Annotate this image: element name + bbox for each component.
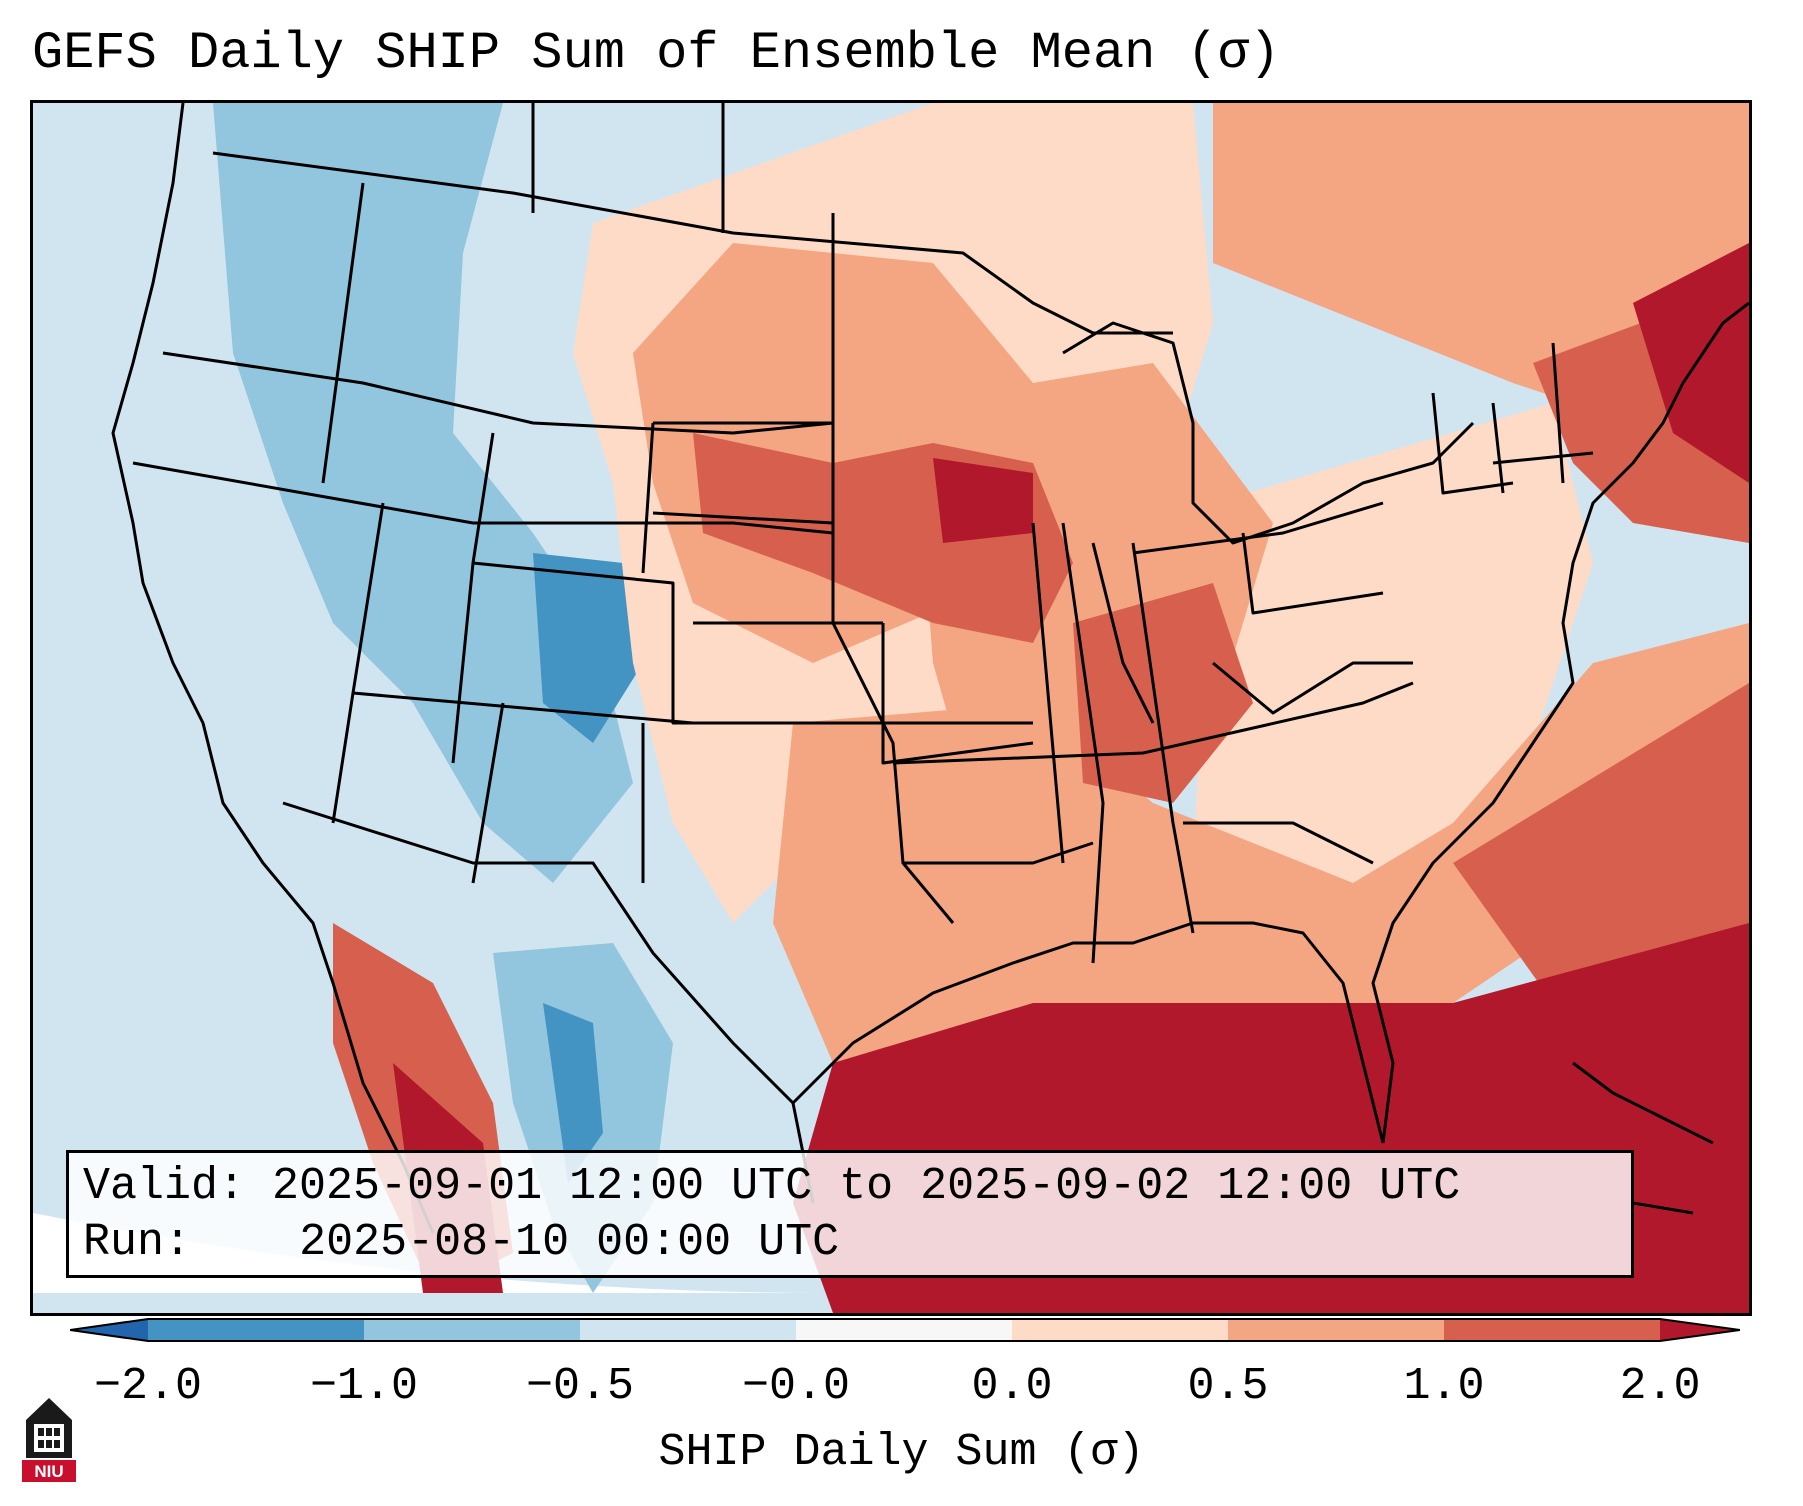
anomaly-region-deep-red-iowa xyxy=(933,458,1033,543)
state-line-19 xyxy=(903,841,1094,865)
map-borders xyxy=(111,103,1749,1234)
state-line-3 xyxy=(132,461,834,535)
great-lakes xyxy=(1062,321,1475,545)
valid-run-info-box: Valid: 2025-09-01 12:00 UTC to 2025-09-0… xyxy=(66,1150,1634,1278)
colorbar-bin-5 xyxy=(1012,1319,1228,1341)
colorbar-bin-7 xyxy=(1444,1319,1660,1341)
colorbar-bin-3 xyxy=(580,1319,796,1341)
state-line-7 xyxy=(352,691,694,725)
map-panel xyxy=(30,100,1752,1316)
coastline-gulf xyxy=(791,921,1385,1144)
anomaly-region-dark-red-atlantic xyxy=(1453,683,1749,1003)
state-line-20 xyxy=(1031,522,1065,864)
colorbar-tick-label: −0.0 xyxy=(741,1361,851,1412)
page-title: GEFS Daily SHIP Sum of Ensemble Mean (σ) xyxy=(32,24,1281,83)
anomaly-region-blue-core xyxy=(533,553,643,743)
niu-logo-icon: NIU xyxy=(22,1398,76,1482)
border-mexico xyxy=(282,801,815,1204)
colorbar-bin-1 xyxy=(148,1319,364,1341)
anomaly-field xyxy=(33,103,1749,1313)
run-label: Run: xyxy=(83,1217,192,1268)
colorbar-tick-label: −1.0 xyxy=(309,1361,419,1412)
state-line-27 xyxy=(1212,661,1413,715)
valid-value: 2025-09-01 12:00 UTC to 2025-09-02 12:00… xyxy=(272,1161,1461,1212)
caribbean-islands xyxy=(1572,1061,1714,1215)
map-canvas xyxy=(33,103,1749,1313)
state-line-15 xyxy=(652,511,834,525)
anomaly-region-blue-northwest xyxy=(213,103,633,883)
colorbar-bin-6 xyxy=(1228,1319,1444,1341)
colorbar-tick-label: 0.0 xyxy=(971,1361,1053,1412)
state-line-31 xyxy=(1492,451,1594,465)
state-line-21 xyxy=(1061,522,1105,964)
state-line-2 xyxy=(162,351,834,435)
state-line-23 xyxy=(1183,821,1374,865)
state-line-28 xyxy=(1431,392,1514,495)
state-line-10 xyxy=(641,422,655,574)
state-line-30 xyxy=(1551,342,1565,484)
run-line: Run: 2025-08-10 00:00 UTC xyxy=(83,1215,1617,1271)
run-value: 2025-08-10 00:00 UTC xyxy=(299,1217,840,1268)
state-line-6 xyxy=(472,561,1033,725)
state-line-13 xyxy=(831,213,955,924)
anomaly-region-medium-red-south xyxy=(773,623,1749,1063)
colorbar-bin-2 xyxy=(364,1319,580,1341)
colorbar-label: SHIP Daily Sum (σ) xyxy=(658,1427,1145,1478)
anomaly-region-deep-red-maine xyxy=(1633,243,1749,483)
border-canada xyxy=(212,151,1173,335)
state-line-25 xyxy=(1241,532,1384,615)
colorbar-tick-label: −0.5 xyxy=(525,1361,635,1412)
state-line-1 xyxy=(321,182,365,484)
logo-text: NIU xyxy=(34,1462,63,1481)
state-line-17 xyxy=(881,623,1034,765)
state-line-18 xyxy=(892,681,1414,765)
colorbar-tick-label: 0.5 xyxy=(1187,1361,1269,1412)
valid-label: Valid: xyxy=(83,1161,246,1212)
state-line-9 xyxy=(471,702,505,884)
colorbar-bin-4 xyxy=(796,1319,1012,1341)
colorbar-extend-low xyxy=(70,1319,148,1341)
state-line-29 xyxy=(1491,402,1505,494)
colorbar-tick-label: −2.0 xyxy=(93,1361,203,1412)
state-line-24 xyxy=(1132,501,1384,555)
colorbar-tick-label: 2.0 xyxy=(1619,1361,1701,1412)
coastline-west xyxy=(111,103,435,1234)
valid-line: Valid: 2025-09-01 12:00 UTC to 2025-09-0… xyxy=(83,1159,1617,1215)
coastline-east xyxy=(1371,301,1749,1144)
colorbar xyxy=(70,1318,1740,1342)
colorbar-extend-high xyxy=(1660,1319,1740,1341)
colorbar-outline xyxy=(70,1318,1740,1342)
colorbar-tick-label: 1.0 xyxy=(1403,1361,1485,1412)
state-line-26 xyxy=(1091,542,1155,724)
state-line-22 xyxy=(1131,542,1195,934)
anomaly-region-blue-core-south xyxy=(543,1003,603,1183)
